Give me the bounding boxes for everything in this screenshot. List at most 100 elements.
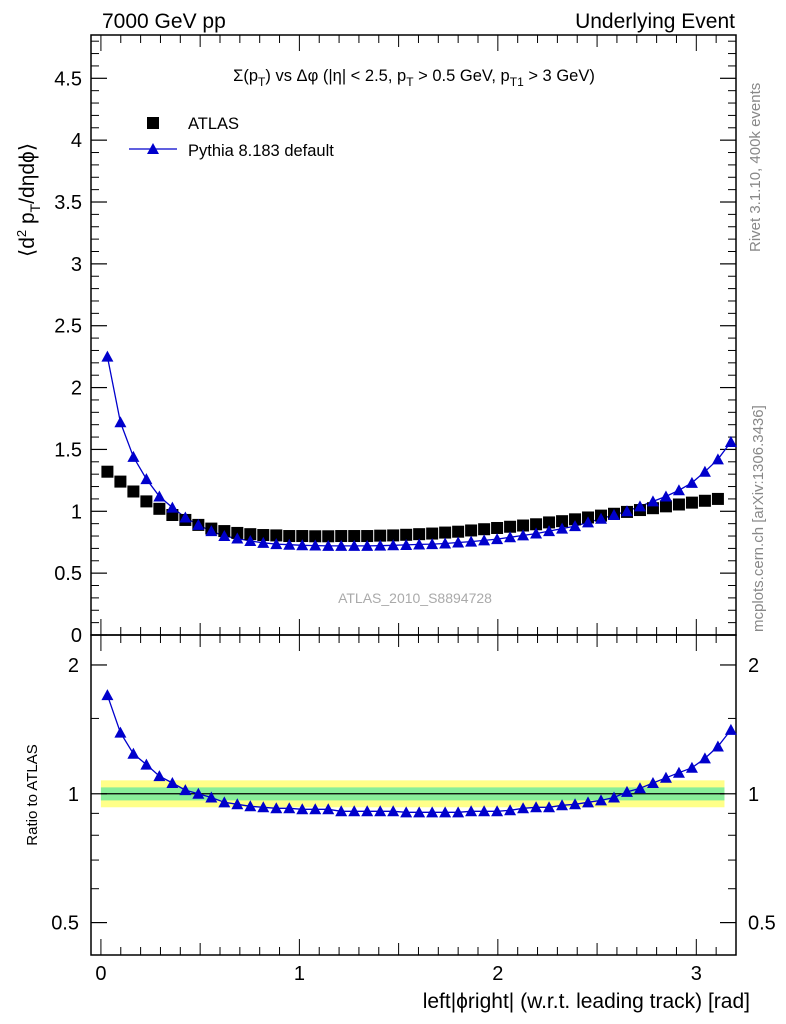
pythia-point	[387, 539, 400, 551]
ratio-pythia-point	[595, 794, 608, 806]
ratio-pythia-point	[724, 723, 737, 735]
atlas-point	[387, 529, 400, 542]
ratio-pythia-point	[296, 803, 309, 815]
atlas-point	[374, 529, 387, 542]
atlas-point	[452, 525, 465, 538]
ratio-pythia-point	[309, 803, 322, 815]
ratio-ticks	[91, 664, 736, 924]
pythia-point	[672, 484, 685, 496]
pythia-point	[504, 531, 517, 543]
legend-pythia-label: Pythia 8.183 default	[188, 142, 334, 160]
ratio-ytick-label-right: 2	[748, 655, 759, 677]
atlas-point	[309, 530, 322, 543]
ratio-pythia-point	[153, 770, 166, 782]
ratio-pythia-point	[231, 798, 244, 810]
header-left: 7000 GeV pp	[102, 10, 226, 33]
ratio-frame	[90, 634, 737, 956]
ratio-pythia-point	[504, 804, 517, 816]
main-tick-labels: 0 0.5 1 1.5 2 2.5 3 3.5 4 4.5	[54, 68, 82, 647]
pythia-point	[517, 529, 530, 541]
rivet-label: Rivet 3.1.10, 400k events	[747, 83, 764, 252]
ratio-pythia-point	[413, 806, 426, 818]
pythia-point	[374, 539, 387, 551]
main-ytick-label: 4.5	[54, 68, 82, 90]
ratio-pythia-point	[711, 740, 724, 752]
ratio-pythia-point	[361, 805, 374, 817]
atlas-point	[569, 513, 582, 526]
pythia-point	[491, 533, 504, 545]
ratio-pythia-point	[452, 806, 465, 818]
pythia-point	[296, 539, 309, 551]
main-ytick-label: 0.5	[54, 563, 82, 585]
pythia-point	[530, 527, 543, 539]
pythia-point	[322, 539, 335, 551]
ratio-pythia-point	[257, 801, 270, 813]
ratio-ytick-label: 0.5	[51, 913, 79, 935]
main-ticks	[91, 35, 737, 955]
main-title: Σ(pT) vs Δφ (|η| < 2.5, pT > 0.5 GeV, pT…	[233, 67, 595, 89]
ratio-pythia-point	[582, 796, 595, 808]
atlas-point	[504, 520, 517, 533]
atlas-point	[322, 530, 335, 543]
pythia-point	[400, 538, 413, 550]
x-tick-label: 3	[691, 963, 702, 985]
ratio-bands	[100, 780, 725, 808]
ratio-pythia-point	[556, 799, 569, 811]
atlas-point	[439, 526, 452, 539]
watermark: ATLAS_2010_S8894728	[338, 590, 492, 606]
atlas-point	[517, 519, 530, 532]
atlas-point	[478, 523, 491, 536]
ratio-tick-labels: 0.5 0.5 1 1 2 2	[51, 655, 776, 935]
pythia-point	[335, 539, 348, 551]
pythia-point	[270, 538, 283, 550]
pythia-point	[582, 516, 595, 528]
ratio-pythia-point	[166, 776, 179, 788]
ratio-panel: 0.5 0.5 1 1 2 2 Ratio to ATLAS	[24, 634, 776, 956]
ratio-pythia-point	[127, 747, 140, 759]
main-ytick-label: 3	[71, 254, 82, 276]
ratio-pythia-point	[698, 752, 711, 764]
ratio-ytick-label-right: 0.5	[748, 913, 776, 935]
legend-atlas-label: ATLAS	[188, 115, 239, 133]
pythia-point	[361, 539, 374, 551]
ratio-pythia-point	[140, 758, 153, 770]
ratio-pythia-point	[218, 796, 231, 808]
ratio-pythia-point	[114, 726, 127, 738]
pythia-point	[140, 473, 153, 485]
main-ytick-label: 1	[71, 501, 82, 523]
atlas-point	[153, 502, 166, 515]
pythia-point	[231, 532, 244, 544]
ratio-pythia-point	[646, 776, 659, 788]
atlas-point	[257, 529, 270, 542]
pythia-point	[309, 539, 322, 551]
ratio-pythia-point	[205, 791, 218, 803]
pythia-point	[257, 536, 270, 548]
x-tick-label: 0	[95, 963, 106, 985]
atlas-point	[127, 485, 140, 498]
atlas-point	[556, 515, 569, 528]
pythia-point	[348, 539, 361, 551]
atlas-point	[543, 516, 556, 529]
main-panel: 0 0.5 1 1.5 2 2.5 3 3.5 4 4.5 Σ(pT) vs Δφ (|η| < …	[14, 34, 737, 955]
legend-atlas-marker	[147, 117, 159, 129]
atlas-point	[491, 521, 504, 534]
pythia-point	[556, 522, 569, 534]
main-data	[101, 350, 737, 551]
pythia-point	[283, 538, 296, 550]
ratio-pythia-point	[633, 782, 646, 794]
ratio-pythia-point	[659, 771, 672, 783]
pythia-point	[218, 530, 231, 542]
ratio-pythia-point	[244, 800, 257, 812]
ratio-pythia-point	[426, 806, 439, 818]
ratio-pythia-point	[478, 805, 491, 817]
atlas-point	[413, 528, 426, 541]
pythia-point	[608, 509, 621, 520]
ratio-pythia-point	[101, 689, 114, 701]
pythia-point	[569, 520, 582, 532]
pythia-point	[633, 500, 646, 512]
ratio-pythia-point	[672, 766, 685, 778]
pythia-point	[646, 495, 659, 507]
atlas-point	[101, 465, 114, 478]
pythia-point	[153, 490, 166, 502]
